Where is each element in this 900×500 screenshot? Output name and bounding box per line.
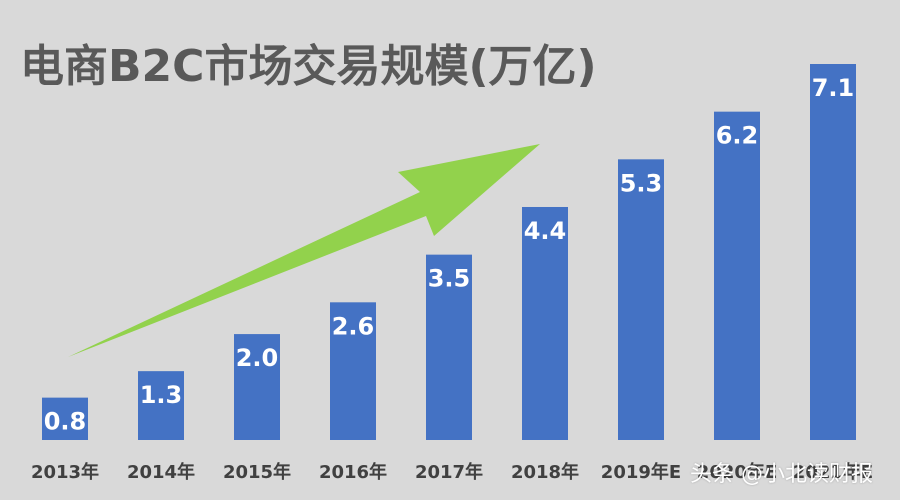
data-label: 5.3 — [620, 169, 663, 197]
data-label: 6.2 — [716, 122, 759, 150]
x-tick-label: 2015年 — [223, 461, 291, 483]
data-label: 2.0 — [236, 344, 279, 372]
bars-layer — [42, 64, 856, 440]
bar-2014年 — [138, 371, 184, 440]
data-label: 3.5 — [428, 265, 471, 293]
x-tick-label: 2018年 — [511, 461, 579, 483]
data-label: 4.4 — [524, 217, 567, 245]
data-labels-layer: 0.8 1.3 2.0 2.6 3.5 4.4 5.3 6.2 7.1 — [44, 74, 855, 436]
bar-2018年 — [522, 206, 568, 440]
growth-arrow — [68, 144, 540, 357]
x-tick-label: 2019年E — [601, 461, 681, 483]
x-tick-label: 2017年 — [415, 461, 483, 483]
data-label: 0.8 — [44, 408, 87, 436]
bar-2020年E — [714, 111, 760, 440]
watermark-text: 头条 @小北读财报 — [690, 462, 873, 487]
x-tick-label: 2021年E — [793, 461, 873, 483]
x-axis-ticks: 2013年 2014年 2015年 2016年 2017年 2018年 2019年E 2020… — [31, 461, 873, 483]
x-tick-label: 2013年 — [31, 461, 99, 483]
bar-2019年E — [618, 159, 664, 440]
bar-2013年 — [42, 397, 88, 440]
bar-2016年 — [330, 302, 376, 440]
chart-title: 电商B2C市场交易规模(万亿) — [20, 41, 597, 92]
data-label: 1.3 — [140, 381, 183, 409]
data-label: 2.6 — [332, 312, 375, 340]
bar-2021年E — [810, 64, 856, 440]
bar-2015年 — [234, 334, 280, 440]
x-tick-label: 2016年 — [319, 461, 387, 483]
growth-arrow-shape — [68, 144, 540, 357]
data-label: 7.1 — [812, 74, 855, 102]
x-tick-label: 2020年E — [697, 461, 777, 483]
bar-2017年 — [426, 254, 472, 440]
x-tick-label: 2014年 — [127, 461, 195, 483]
